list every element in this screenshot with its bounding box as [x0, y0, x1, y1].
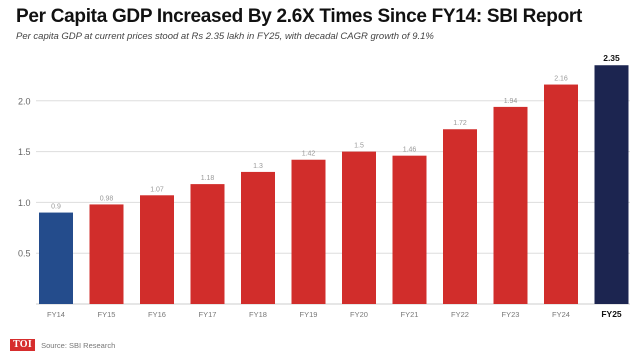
bar: [493, 106, 528, 304]
bar-value-label: 1.5: [354, 143, 364, 150]
bar-value-label: 1.42: [302, 151, 316, 158]
x-tick-label: FY23: [502, 310, 520, 319]
bar: [443, 129, 477, 304]
bar: [89, 204, 124, 304]
bar: [544, 84, 578, 304]
chart-subtitle: Per capita GDP at current prices stood a…: [16, 31, 434, 42]
bar-value-label: 1.07: [150, 186, 164, 193]
x-tick-label: FY24: [552, 310, 570, 319]
x-tick-label: FY20: [350, 310, 368, 319]
bar-value-label: 0.9: [51, 204, 61, 211]
x-tick-label: FY17: [199, 310, 217, 319]
x-tick-label: FY21: [401, 310, 419, 319]
x-tick-label: FY16: [148, 310, 166, 319]
bar-value-label: 1.94: [504, 98, 518, 105]
bar: [241, 171, 275, 304]
x-tick-label: FY22: [451, 310, 469, 319]
toi-logo: TOI: [10, 339, 36, 351]
bar: [342, 151, 376, 304]
x-tick-label: FY15: [98, 310, 116, 319]
bar-value-label: 1.3: [253, 163, 263, 170]
chart-title: Per Capita GDP Increased By 2.6X Times S…: [16, 6, 583, 27]
x-tick-label: FY18: [249, 310, 267, 319]
bar: [190, 184, 225, 304]
bar-value-label: 1.46: [403, 147, 417, 154]
source-note: Source: SBI Research: [41, 340, 116, 350]
y-tick-label: 1.0: [18, 198, 31, 208]
bar: [392, 155, 427, 304]
bar: [594, 65, 629, 305]
bar-value-label: 1.72: [453, 120, 467, 127]
bar: [291, 159, 326, 304]
bar: [39, 212, 73, 304]
bar-value-label: 1.18: [201, 175, 215, 182]
x-tick-label: FY25: [601, 309, 622, 319]
y-tick-label: 2.0: [18, 96, 31, 106]
chart-footer: TOI Source: SBI Research: [10, 338, 115, 352]
bar: [140, 195, 174, 304]
bar-value-label: 0.98: [100, 195, 114, 202]
x-tick-label: FY14: [47, 310, 65, 319]
y-tick-label: 0.5: [18, 249, 31, 259]
bar-value-label: 2.35: [603, 53, 620, 63]
bar-value-label: 2.16: [554, 76, 568, 83]
y-tick-label: 1.5: [18, 147, 31, 157]
x-tick-label: FY19: [300, 310, 318, 319]
